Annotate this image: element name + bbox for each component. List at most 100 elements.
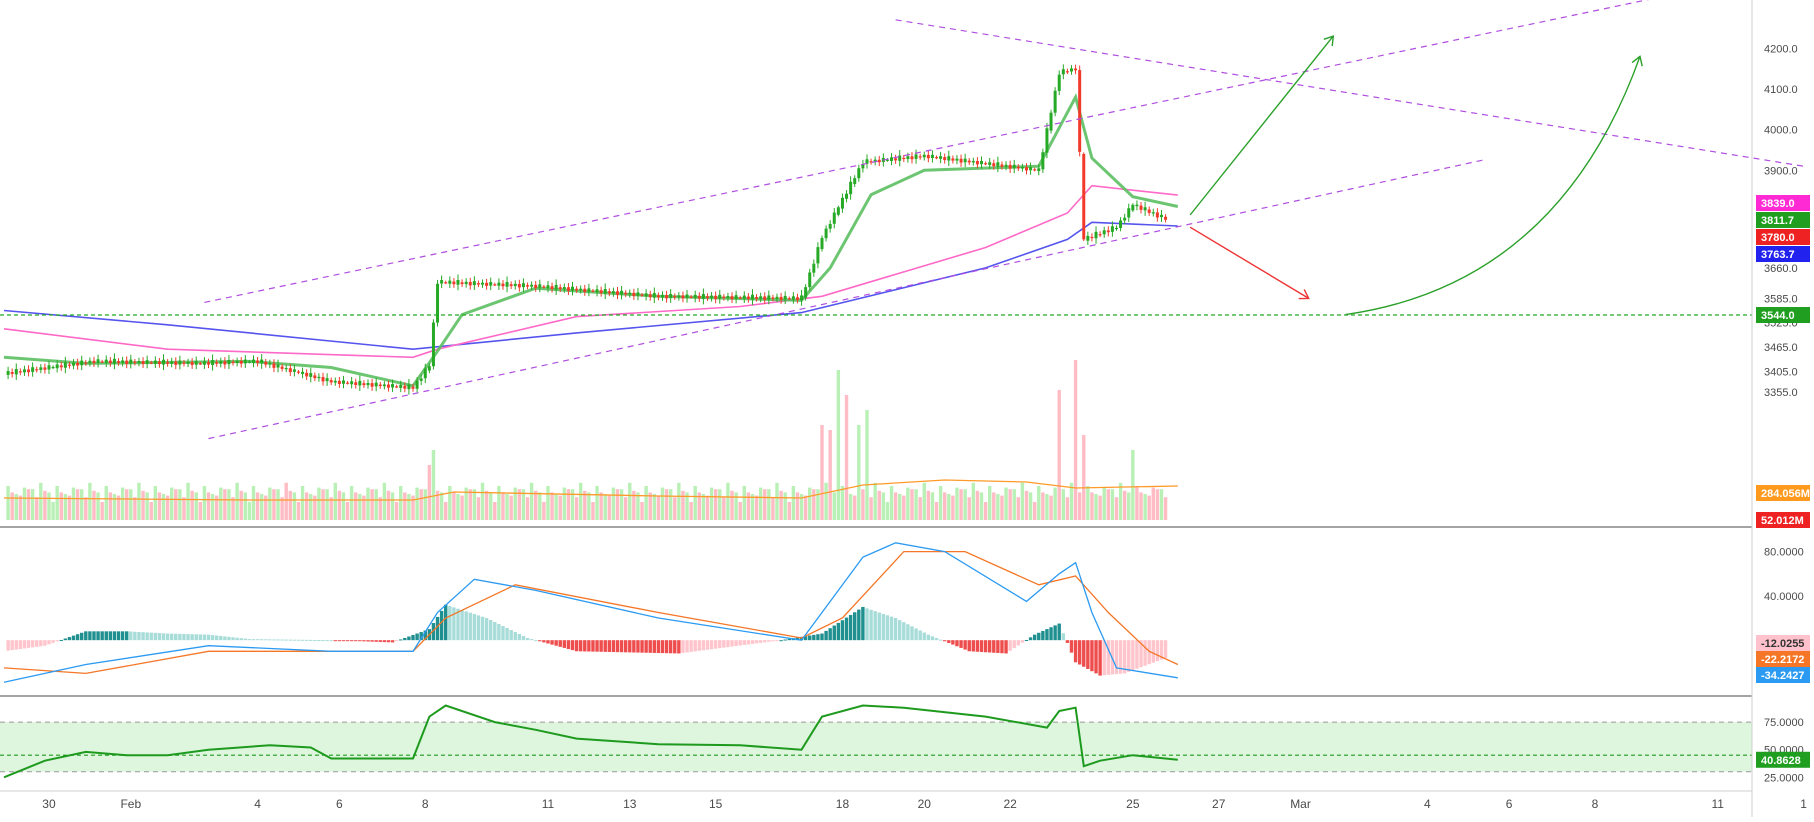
rsi-tick-label: 75.0000 (1764, 717, 1804, 729)
candle-body (1041, 152, 1045, 170)
volume-bar (701, 494, 706, 520)
macd-histogram-bar (108, 631, 113, 641)
candle (153, 356, 157, 368)
candle (456, 274, 460, 291)
price-label: 3839.0 (1756, 195, 1810, 211)
candle (485, 278, 489, 290)
candle-body (88, 360, 92, 364)
macd-histogram-bar (259, 639, 264, 641)
macd-histogram-bar (534, 640, 538, 642)
candle (251, 355, 255, 368)
volume-label: 52.012M (1756, 512, 1810, 528)
candle-body (117, 361, 121, 363)
macd-histogram-bar (652, 640, 657, 653)
candle (857, 164, 861, 182)
candle (1151, 208, 1155, 217)
macd-histogram-bar (333, 640, 337, 642)
candle (76, 358, 80, 370)
macd-histogram-bar (750, 640, 755, 644)
volume-bar (570, 489, 575, 520)
volume-bar (1028, 492, 1033, 520)
volume-bar (673, 497, 677, 520)
candle-body (215, 362, 219, 364)
candle-body (636, 292, 640, 296)
candle (894, 154, 898, 164)
date-label: 11 (1711, 797, 1724, 811)
price-panel[interactable] (0, 0, 1804, 520)
rsi-panel[interactable] (0, 704, 1752, 779)
macd-histogram-bar (840, 620, 845, 641)
candle (624, 290, 628, 297)
candle (689, 295, 693, 299)
candle-body (722, 296, 726, 298)
candle (243, 355, 247, 368)
candle (219, 357, 223, 368)
candle-body (603, 288, 607, 294)
candle (730, 292, 734, 303)
candle (198, 361, 202, 366)
candle-body (1151, 212, 1155, 214)
macd-panel[interactable] (3, 542, 1179, 683)
candle-body (595, 289, 599, 293)
badge-background (1756, 246, 1810, 262)
macd-histogram-bar (660, 640, 665, 654)
volume-bar (947, 494, 951, 520)
macd-label: -12.0255 (1756, 635, 1810, 651)
volume-bar (636, 492, 640, 520)
candle (750, 289, 754, 306)
macd-histogram-bar (296, 639, 301, 641)
candle (464, 278, 468, 288)
candle (370, 378, 374, 391)
candle-body (14, 368, 18, 375)
candle (202, 357, 206, 369)
volume-bar (435, 490, 440, 520)
price-tick-label: 3900.0 (1764, 165, 1798, 177)
candle-body (6, 371, 10, 375)
macd-histogram-bar (697, 640, 701, 651)
candle (51, 365, 55, 370)
volume-bar (1110, 489, 1115, 520)
candle-body (980, 160, 984, 165)
candle-body (1106, 230, 1110, 233)
candle (926, 151, 930, 163)
candle (72, 359, 76, 370)
volume-bar (668, 489, 673, 520)
macd-histogram-bar (1045, 629, 1049, 641)
candle (853, 175, 857, 187)
candle-body (526, 285, 530, 287)
macd-histogram-bar (930, 636, 935, 641)
volume-bar (1045, 494, 1049, 520)
macd-histogram-bar (243, 638, 248, 641)
volume-bar (1139, 492, 1143, 520)
volume-bar (983, 502, 988, 520)
candle (292, 364, 296, 377)
volume-bar (300, 486, 305, 520)
candle-body (1029, 167, 1033, 171)
candle-body (219, 361, 223, 364)
candle-body (832, 212, 836, 224)
candle (325, 373, 329, 386)
macd-histogram-bar (877, 612, 881, 641)
candle (575, 286, 579, 293)
macd-histogram-bar (198, 634, 203, 641)
volume-bar (317, 487, 321, 520)
macd-histogram-bar (125, 631, 129, 641)
candle (346, 380, 350, 385)
candle (755, 294, 759, 302)
candle (39, 364, 43, 374)
candle (386, 380, 390, 392)
macd-histogram-bar (30, 640, 35, 648)
macd-histogram-bar (722, 640, 726, 648)
volume-bar (697, 492, 701, 520)
volume-bar (660, 487, 665, 520)
volume-bar (84, 497, 88, 520)
macd-histogram-bar (599, 640, 603, 652)
candle (1155, 208, 1159, 222)
candle (333, 377, 337, 386)
time-axis[interactable]: 30 Feb 4 6 8 11 13 15 18 20 22 25 27 Mar 4 6 8 11 1 (42, 797, 1807, 811)
candle (190, 358, 194, 369)
macd-histogram-bar (898, 620, 902, 641)
volume-bar (893, 492, 898, 520)
